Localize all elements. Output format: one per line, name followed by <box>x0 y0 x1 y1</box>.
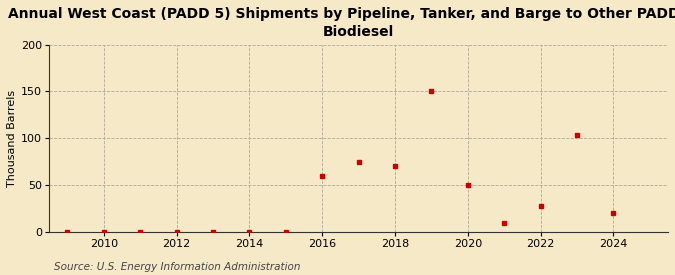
Y-axis label: Thousand Barrels: Thousand Barrels <box>7 90 17 187</box>
Text: Source: U.S. Energy Information Administration: Source: U.S. Energy Information Administ… <box>54 262 300 272</box>
Title: Annual West Coast (PADD 5) Shipments by Pipeline, Tanker, and Barge to Other PAD: Annual West Coast (PADD 5) Shipments by … <box>9 7 675 39</box>
